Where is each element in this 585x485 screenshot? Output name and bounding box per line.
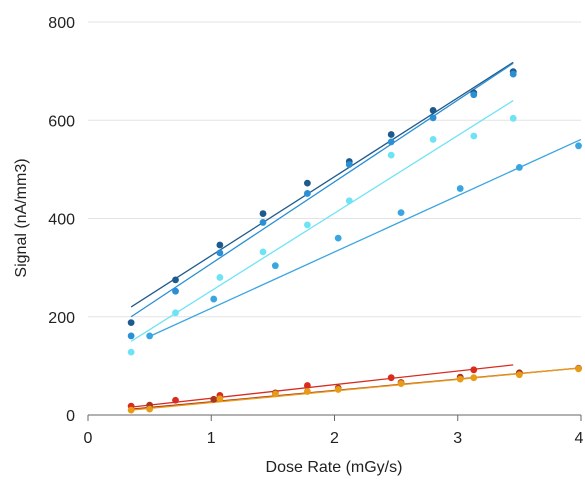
data-point: [303, 221, 311, 229]
data-point: [397, 209, 405, 217]
data-point: [127, 319, 135, 327]
data-point: [575, 142, 582, 150]
data-point: [509, 114, 517, 122]
data-point: [470, 374, 478, 382]
x-tick-label: 4: [575, 430, 584, 447]
data-point: [146, 332, 154, 340]
data-point: [127, 348, 135, 356]
data-point: [146, 405, 154, 413]
trendline-2: [130, 62, 514, 318]
data-point: [259, 210, 267, 217]
data-point: [515, 371, 523, 379]
trendline-3: [130, 100, 514, 342]
data-point: [387, 151, 395, 159]
trendline-1: [130, 61, 514, 308]
gridlines: [88, 21, 581, 318]
data-point: [303, 190, 311, 197]
data-point: [470, 366, 478, 374]
data-point: [387, 138, 395, 146]
data-point: [575, 365, 582, 373]
trendline-5: [131, 364, 514, 408]
data-point: [210, 395, 218, 403]
data-point: [172, 287, 179, 295]
data-point: [303, 179, 311, 187]
data-point: [271, 390, 279, 398]
data-point: [216, 249, 224, 257]
data-point: [259, 219, 267, 226]
data-point: [345, 197, 353, 205]
trendlines: [130, 61, 582, 411]
data-point: [303, 388, 311, 395]
data-point: [456, 185, 464, 192]
data-points: [127, 68, 582, 414]
y-tick-label: 600: [48, 113, 75, 130]
data-point: [515, 164, 523, 171]
data-point: [456, 375, 464, 383]
data-point: [470, 91, 478, 99]
data-point: [271, 262, 279, 270]
data-point: [127, 332, 135, 340]
data-point: [345, 161, 353, 168]
data-point: [172, 276, 179, 284]
data-point: [210, 295, 218, 303]
axis-labels: Dose Rate (mGy/s) Signal (nA/mm3): [13, 158, 402, 476]
data-point: [429, 136, 437, 143]
data-point: [303, 382, 311, 389]
trendline-4: [149, 138, 582, 337]
data-point: [397, 380, 405, 387]
y-tick-label: 0: [66, 408, 75, 425]
y-tick-label: 200: [48, 310, 75, 327]
data-point: [509, 70, 517, 78]
x-axis-label: Dose Rate (mGy/s): [266, 459, 403, 476]
x-tick-label: 2: [330, 430, 339, 447]
trendline-7: [131, 367, 582, 411]
data-point: [216, 241, 224, 249]
data-point: [387, 374, 395, 382]
y-tick-label: 400: [48, 212, 75, 229]
data-point: [172, 309, 179, 317]
x-tick-label: 0: [84, 430, 93, 447]
data-point: [387, 131, 395, 138]
axes: 0 200 400 600 800 0 1 2 3 4: [48, 15, 583, 447]
data-point: [429, 114, 437, 122]
data-point: [127, 406, 135, 414]
data-point: [259, 248, 267, 256]
y-axis-label: Signal (nA/mm3): [13, 158, 30, 277]
data-point: [334, 234, 342, 242]
x-tick-label: 3: [453, 430, 462, 447]
data-point: [470, 132, 478, 140]
data-point: [172, 396, 179, 404]
data-point: [216, 395, 224, 403]
data-point: [429, 107, 437, 114]
y-tick-label: 800: [48, 15, 75, 32]
data-point: [334, 386, 342, 393]
data-point: [216, 274, 224, 281]
x-tick-label: 1: [207, 430, 216, 447]
